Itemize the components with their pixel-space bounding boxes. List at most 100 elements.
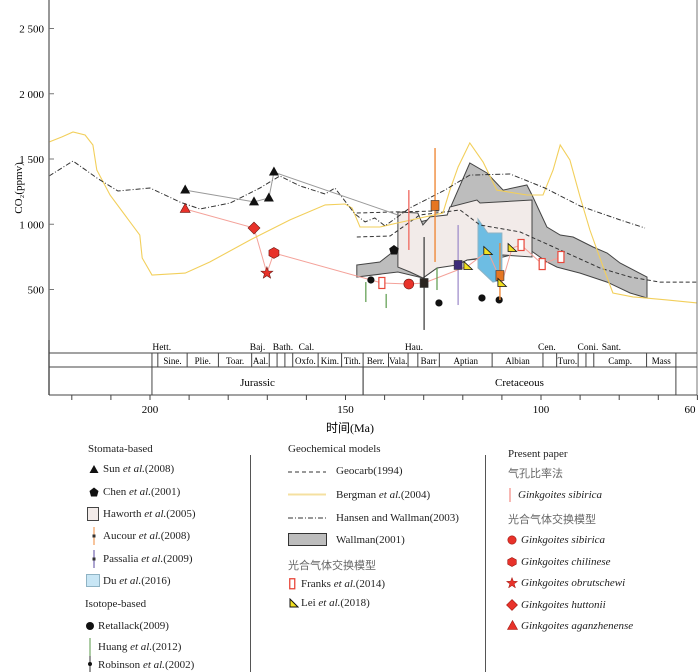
lei-et-al-2018-point	[507, 242, 518, 252]
stage-label-upper: Hau.	[405, 343, 423, 353]
legend-sun: Sun et al.(2008)	[103, 463, 175, 475]
ginkgoites-sibirica-point	[403, 278, 415, 290]
legend-header-gas-exchange: 光合气体交换模型	[288, 560, 376, 572]
chen-et-al-2001-point	[389, 244, 399, 255]
legend-hansen: Hansen and Wallman(2003)	[336, 512, 459, 524]
legend-header-isotope: Isotope-based	[85, 598, 147, 610]
y-tick-label: 2 500	[19, 24, 44, 36]
bands-layer	[356, 162, 648, 299]
legend-lei: Lei et al.(2018)	[301, 597, 370, 609]
ginkgoites-huttonii-point	[247, 221, 261, 235]
band-icon	[288, 533, 327, 546]
sun-et-al-2008-point	[268, 166, 279, 176]
aucour-et-al-2008-point	[430, 200, 440, 211]
stage-label: Kim.	[321, 356, 339, 366]
dot-icon	[86, 622, 94, 630]
lei-et-al-2018-point	[483, 245, 494, 255]
error-bar-icon	[92, 550, 96, 568]
x-tick-label: 150	[337, 404, 354, 416]
retallack-2009-point	[495, 296, 503, 304]
franks-et-al-2014-point	[538, 257, 546, 271]
hollow-rect-icon	[289, 578, 296, 590]
ginkgoites-obrutschewi-point	[260, 266, 274, 279]
triangle-icon	[507, 620, 518, 630]
hexagon-icon	[507, 557, 517, 567]
triangle-icon	[89, 465, 99, 473]
legend-divider	[485, 455, 486, 672]
legend-aucour: Aucour et al.(2008)	[103, 530, 191, 542]
stage-label: Camp.	[608, 356, 632, 366]
legend-wallman: Wallman(2001)	[336, 534, 405, 546]
ginkgoites-aganzhenense-point	[179, 202, 191, 213]
stage-label: Mass	[652, 356, 671, 366]
aucour-et-al-2008-point	[495, 270, 505, 281]
geocarb-1994-line	[356, 209, 697, 283]
sun-et-al-2008-connector	[185, 171, 399, 216]
legend-robinson: Robinson et al.(2002)	[98, 659, 195, 671]
y-tick-label: 500	[28, 285, 45, 297]
period-label: Cretaceous	[495, 377, 544, 389]
stage-label: Toar.	[226, 356, 244, 366]
stage-label: Turo.	[558, 356, 577, 366]
legend-franks: Franks et al.(2014)	[301, 578, 386, 590]
stage-label: Tith.	[344, 356, 361, 366]
retallack-2009-point	[367, 276, 375, 284]
line-icon	[89, 638, 91, 656]
x-tick-label: 60	[685, 404, 697, 416]
legend-haworth: Haworth et al.(2005)	[103, 508, 196, 520]
legend-huttonii: Ginkgoites huttonii	[521, 599, 606, 611]
diamond-icon	[506, 599, 518, 611]
stage-label-upper: Sant.	[602, 343, 621, 353]
retallack-2009-point	[478, 294, 486, 302]
stage-label-upper: Hett.	[152, 343, 171, 353]
legend-header-stomatal-ratio: 气孔比率法	[508, 468, 563, 480]
stage-label: Oxfo.	[295, 356, 316, 366]
star-icon	[506, 577, 518, 589]
stage-label: Sine.	[163, 356, 181, 366]
stage-label-upper: Coni.	[577, 343, 598, 353]
error-bar-icon	[88, 656, 92, 672]
stage-label-upper: Baj.	[250, 343, 266, 353]
legend-sibirica: Ginkgoites sibirica	[521, 534, 606, 546]
franks-et-al-2014-point	[378, 276, 386, 290]
y-axis-label: CO₂(ppmv)	[13, 162, 25, 214]
dashed-line-icon	[288, 471, 326, 473]
stage-label-upper: Bath.	[273, 343, 293, 353]
pentagon-icon	[89, 487, 99, 497]
franks-et-al-2014-point	[557, 250, 565, 264]
stage-label: Albian	[505, 356, 530, 366]
stage-label: Aptian	[453, 356, 478, 366]
stage-label-upper: Cen.	[538, 343, 556, 353]
legend-header-gas-exchange-present: 光合气体交换模型	[508, 514, 596, 526]
legend-bergman: Bergman et al.(2004)	[336, 489, 431, 501]
legend-chen: Chen et al.(2001)	[103, 486, 181, 498]
legend-aganzhenense: Ginkgoites aganzhenense	[521, 620, 634, 632]
robinson-et-al-2002-point	[419, 278, 429, 288]
legend-header-geochemical: Geochemical models	[288, 443, 381, 455]
y-tick-label: 1 500	[19, 154, 44, 166]
band-icon	[87, 507, 99, 521]
geocarb-1994-line	[356, 210, 441, 214]
haworth-et-al-2005-band	[397, 199, 533, 279]
x-tick-label: 200	[142, 404, 159, 416]
stage-label: Berr.	[367, 356, 385, 366]
stage-label-upper: Cal.	[299, 343, 315, 353]
legend-geocarb: Geocarb(1994)	[336, 465, 403, 477]
legend-stomatal-sibirica: Ginkgoites sibirica	[518, 489, 603, 501]
legend-passalia: Passalia et al.(2009)	[103, 553, 193, 565]
franks-et-al-2014-point	[517, 238, 525, 252]
stage-label: Barr	[421, 356, 437, 366]
legend-header-present: Present paper	[508, 448, 568, 460]
legend-du: Du et al.(2016)	[103, 575, 171, 587]
retallack-2009-point	[435, 299, 443, 307]
lei-et-al-2018-point	[497, 277, 508, 287]
axes-layer: 2 500 2 000 1 500 1 000 500 200 150 100 60 Jurass…	[19, 0, 698, 416]
legend-divider	[250, 455, 251, 672]
passalia-et-al-2009-point	[453, 260, 463, 270]
y-tick-label: 2 000	[19, 89, 44, 101]
marks-layer	[179, 148, 565, 330]
stage-label: Plie.	[195, 356, 211, 366]
lei-et-al-2018-point	[463, 260, 474, 270]
lei-triangle-icon	[289, 598, 299, 608]
